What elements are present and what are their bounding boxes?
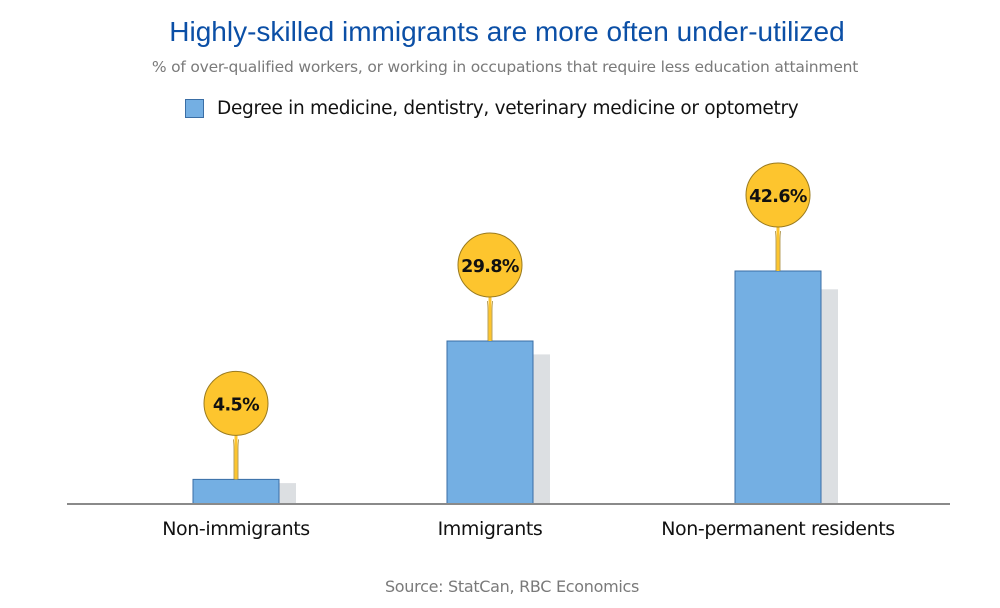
- callout-bubble: [457, 232, 523, 298]
- data-label: 42.6%: [749, 187, 807, 207]
- callout-stem-outline: [487, 300, 493, 342]
- callout-bubble: [745, 162, 811, 228]
- bar-shadow: [821, 289, 838, 504]
- bar-non-permanent-residents: [734, 270, 822, 505]
- legend-label: Degree in medicine, dentistry, veterinar…: [217, 98, 799, 119]
- data-label: 29.8%: [461, 257, 519, 277]
- bar-shadow: [533, 354, 550, 504]
- callout-stem-outline: [775, 230, 781, 271]
- x-tick-label: Non-immigrants: [162, 518, 310, 540]
- chart-title: Highly-skilled immigrants are more often…: [169, 16, 845, 47]
- x-tick-label: Immigrants: [438, 518, 543, 540]
- data-label: 4.5%: [213, 395, 259, 415]
- callout-bubble: [203, 370, 269, 436]
- source-note: Source: StatCan, RBC Economics: [384, 577, 640, 596]
- x-tick-label: Non-permanent residents: [661, 518, 895, 540]
- callout-stem-outline: [233, 439, 239, 480]
- bar-non-immigrants: [192, 478, 280, 505]
- bar-shadow: [279, 483, 296, 504]
- chart-subtitle: % of over-qualified workers, or working …: [151, 58, 859, 76]
- legend-swatch: [185, 99, 204, 118]
- legend: Degree in medicine, dentistry, veterinar…: [185, 98, 799, 119]
- bar-immigrants: [446, 340, 534, 505]
